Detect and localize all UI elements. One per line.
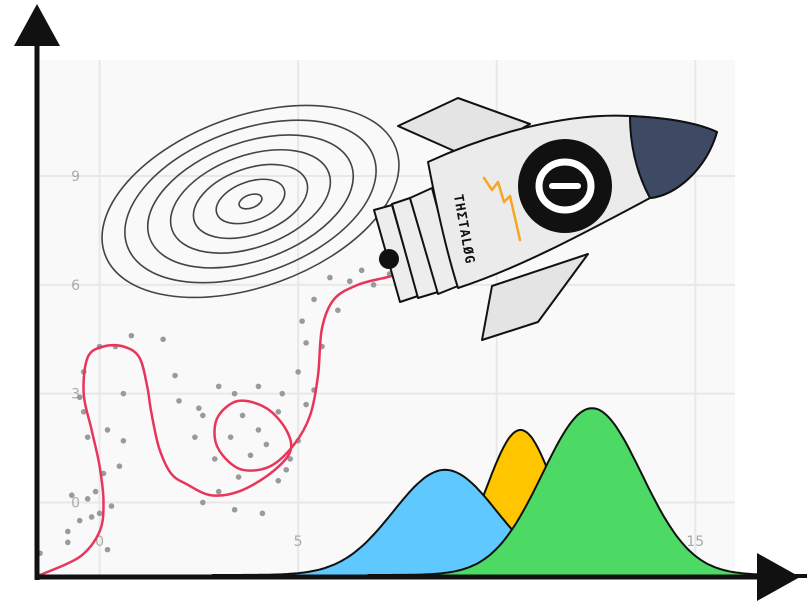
scatter-point [358, 267, 365, 274]
rocket-logo [373, 97, 718, 341]
rocket-fin-top [397, 97, 531, 159]
scatter-point [275, 408, 282, 415]
scatter-point [68, 492, 75, 499]
scatter-point [160, 336, 166, 343]
scatter-point [200, 499, 206, 506]
x-tick-label: 15 [686, 534, 704, 550]
scatter-point [239, 412, 246, 419]
zigzag-icon [482, 176, 522, 242]
scatter-point [120, 390, 127, 397]
y-tick-label: 0 [71, 495, 80, 511]
rocket-nose [629, 115, 718, 199]
y-tick-label: 6 [71, 278, 80, 294]
scatter-point [295, 369, 301, 375]
contour-ellipse [146, 134, 355, 269]
scatter-point [84, 434, 91, 440]
scatter-point [84, 496, 91, 502]
scatter-point [215, 383, 222, 390]
scatter-point [120, 438, 127, 444]
scatter-point [247, 452, 254, 459]
tick-labels: 0 3 6 9 0 5 15 [71, 169, 704, 550]
scatter-point [275, 477, 282, 484]
scatter-point [255, 383, 262, 390]
x-tick-label: 5 [294, 534, 303, 550]
scatter-point [255, 427, 262, 433]
scatter-point [235, 474, 242, 480]
scatter-point [263, 441, 270, 448]
contour-ellipses [101, 104, 400, 299]
scatter-point [172, 372, 178, 379]
scatter-point [76, 517, 83, 524]
contour-ellipse [124, 119, 377, 284]
scatter-point [96, 510, 103, 517]
scatter-point [65, 528, 71, 535]
x-tick-label: 0 [95, 534, 104, 550]
y-axis-arrowhead [14, 4, 60, 46]
scatter-point [80, 408, 87, 415]
contour-ellipse [101, 104, 400, 299]
contour-ellipse [169, 148, 332, 254]
scatter-point [76, 394, 83, 401]
scatter-point [279, 390, 286, 397]
scatter-point [116, 463, 123, 469]
trajectory-end-dot [379, 249, 399, 269]
rocket-fin-bottom [481, 253, 589, 341]
contour-ellipse [215, 178, 286, 225]
scatter-point [227, 434, 234, 440]
y-tick-label: 3 [71, 387, 80, 403]
scatter-point [104, 427, 111, 433]
scatter-point [88, 514, 95, 520]
contour-ellipse [192, 163, 309, 240]
scatter-point [327, 274, 333, 281]
scatter-point [346, 278, 353, 285]
x-axis-arrowhead [757, 553, 800, 601]
scatter-point [335, 307, 341, 314]
scatter-point [192, 434, 198, 440]
scatter-point [200, 412, 206, 419]
density-curve-3 [367, 407, 807, 578]
scatter-point [108, 503, 115, 509]
scatter-point [128, 332, 135, 339]
scatter-point [65, 539, 71, 546]
trajectory-curve [38, 272, 403, 577]
scatter-point [211, 456, 218, 462]
scatter-point [176, 398, 182, 404]
scatter-point [104, 546, 111, 553]
scatter-point [92, 488, 99, 495]
contour-ellipse [238, 193, 263, 210]
scatter-point [299, 318, 305, 324]
scatter-point [311, 296, 317, 303]
scatter-point [303, 401, 309, 408]
density-curves [211, 407, 807, 578]
y-tick-label: 9 [71, 169, 80, 185]
axes [14, 4, 800, 601]
scatter-point [287, 456, 294, 462]
scatter-point [370, 282, 377, 288]
scatter-point [283, 467, 290, 473]
scatter-point [259, 510, 266, 517]
scatter-point [196, 405, 202, 411]
rocket-badge-ring [535, 158, 595, 214]
scatter-point [303, 340, 309, 346]
scatter-point [231, 506, 238, 513]
scatter-point [215, 488, 222, 495]
scatter-point [231, 390, 238, 397]
